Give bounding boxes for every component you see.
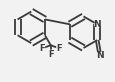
Text: F: F [56, 44, 62, 53]
Text: N: N [95, 51, 103, 60]
Text: N: N [93, 20, 100, 29]
Text: F: F [47, 50, 53, 59]
Text: F: F [39, 44, 45, 53]
